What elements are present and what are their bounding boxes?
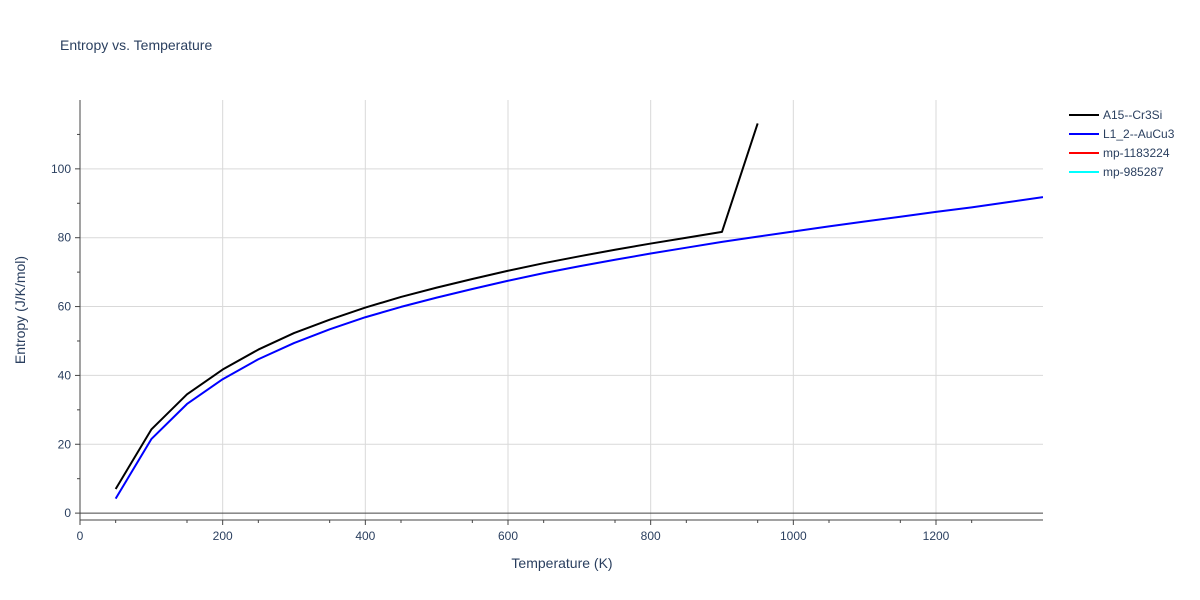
legend-label: A15--Cr3Si [1103,108,1162,122]
grid [80,100,1043,520]
y-tick-label: 20 [58,437,72,451]
legend[interactable]: A15--Cr3Si L1_2--AuCu3 mp-1183224 mp-985287 [1069,108,1175,179]
y-axis-title: Entropy (J/K/mol) [12,256,28,364]
x-tick-label: 1200 [923,529,950,543]
y-tick-label: 100 [51,162,71,176]
y-tick-label: 0 [64,506,71,520]
x-tick-label: 200 [213,529,233,543]
legend-label: mp-1183224 [1103,146,1170,160]
y-tick-label: 40 [58,368,72,382]
legend-item[interactable]: A15--Cr3Si [1069,108,1162,122]
legend-item[interactable]: mp-985287 [1069,165,1164,179]
legend-item[interactable]: mp-1183224 [1069,146,1170,160]
x-axis-title: Temperature (K) [511,555,612,571]
x-tick-label: 400 [355,529,375,543]
series-line-a15-cr3si [114,123,759,490]
legend-label: L1_2--AuCu3 [1103,127,1175,141]
y-tick-label: 80 [58,231,72,245]
x-tick-label: 1000 [780,529,807,543]
axes: 0 200 400 600 800 1000 1200 0 20 40 60 80 100 [51,100,1043,543]
y-tick-label: 60 [58,300,72,314]
legend-item[interactable]: L1_2--AuCu3 [1069,127,1175,141]
x-tick-label: 0 [77,529,84,543]
legend-label: mp-985287 [1103,165,1164,179]
chart-title: Entropy vs. Temperature [60,37,212,53]
series-line-l1-2-aucu3 [114,196,1043,500]
series-lines [114,123,1043,500]
x-tick-label: 800 [641,529,661,543]
x-tick-label: 600 [498,529,518,543]
